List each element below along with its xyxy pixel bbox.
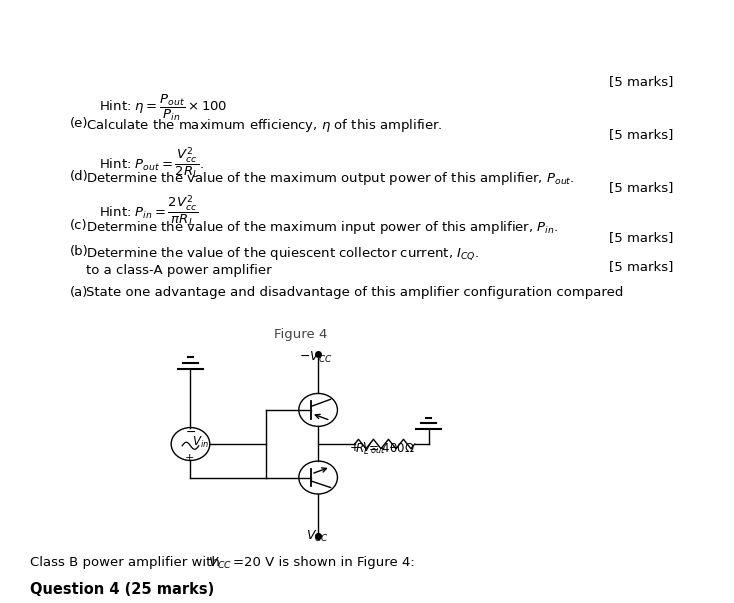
Text: to a class-A power amplifier: to a class-A power amplifier — [86, 264, 272, 277]
Text: $V_{in}$: $V_{in}$ — [192, 435, 209, 450]
Text: Determine the value of the quiescent collector current, $I_{CQ}$.: Determine the value of the quiescent col… — [86, 245, 479, 262]
Text: (a): (a) — [70, 286, 88, 300]
Text: Class B power amplifier with: Class B power amplifier with — [30, 556, 225, 569]
Text: [5 marks]: [5 marks] — [609, 230, 674, 244]
Text: $R_L$= 400$\Omega$: $R_L$= 400$\Omega$ — [355, 442, 415, 457]
Text: Hint: $\eta = \dfrac{P_{out}}{P_{in}} \times 100$: Hint: $\eta = \dfrac{P_{out}}{P_{in}} \t… — [99, 92, 228, 122]
Text: =20 V is shown in Figure 4:: =20 V is shown in Figure 4: — [233, 556, 415, 569]
Text: Calculate the maximum efficiency, $\eta$ of this amplifier.: Calculate the maximum efficiency, $\eta$… — [86, 117, 443, 134]
Text: Determine the value of the maximum input power of this amplifier, $P_{in}$.: Determine the value of the maximum input… — [86, 219, 558, 236]
Text: Determine the value of the maximum output power of this amplifier, $P_{out}$.: Determine the value of the maximum outpu… — [86, 170, 574, 187]
Text: $-V_{CC}$: $-V_{CC}$ — [299, 350, 333, 365]
Text: + $V_{out}$ −: + $V_{out}$ − — [349, 441, 399, 456]
Text: [5 marks]: [5 marks] — [609, 75, 674, 87]
Text: (d): (d) — [70, 170, 89, 183]
Text: Figure 4: Figure 4 — [275, 327, 327, 341]
Text: +: + — [185, 453, 195, 464]
Text: State one advantage and disadvantage of this amplifier configuration compared: State one advantage and disadvantage of … — [86, 286, 623, 300]
Text: (c): (c) — [70, 219, 87, 232]
Text: [5 marks]: [5 marks] — [609, 128, 674, 140]
Text: Question 4 (25 marks): Question 4 (25 marks) — [30, 582, 214, 596]
Text: $V_{CC}$: $V_{CC}$ — [208, 556, 233, 571]
Text: [5 marks]: [5 marks] — [609, 260, 674, 273]
Text: Hint: $P_{in} = \dfrac{2V_{cc}^{2}}{\pi R_L}$: Hint: $P_{in} = \dfrac{2V_{cc}^{2}}{\pi … — [99, 194, 198, 229]
Text: (b): (b) — [70, 245, 89, 258]
Text: [5 marks]: [5 marks] — [609, 180, 674, 194]
Text: −: − — [186, 426, 196, 439]
Text: Hint: $P_{out} = \dfrac{V_{cc}^{2}}{2R_L}$.: Hint: $P_{out} = \dfrac{V_{cc}^{2}}{2R_L… — [99, 145, 205, 181]
Text: $V_{CC}$: $V_{CC}$ — [306, 529, 329, 544]
Text: (e): (e) — [70, 117, 88, 130]
